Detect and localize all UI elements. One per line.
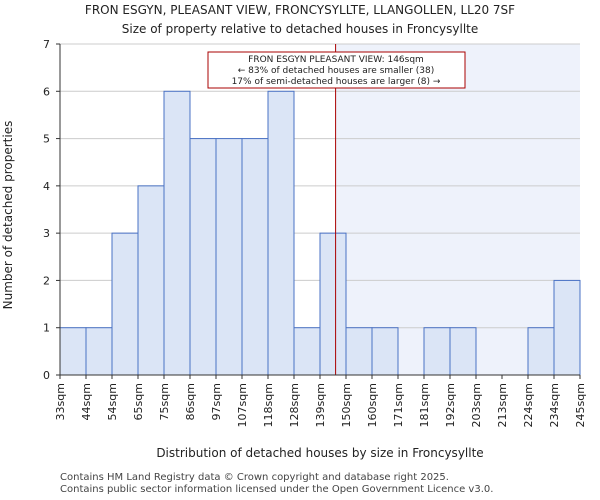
footer-copyright: Contains HM Land Registry data © Crown c… [60, 472, 449, 483]
x-tick-label-139sqm: 139sqm [314, 383, 327, 427]
annotation-line3: 17% of semi-detached houses are larger (… [232, 77, 441, 87]
x-tick-label-128sqm: 128sqm [288, 383, 301, 427]
y-tick-label-5: 5 [43, 133, 50, 146]
x-tick-label-75sqm: 75sqm [158, 383, 171, 420]
footer-licence: Contains public sector information licen… [60, 484, 494, 495]
x-tick-label-97sqm: 97sqm [210, 383, 223, 420]
x-axis-label: Distribution of detached houses by size … [156, 446, 483, 460]
x-tick-label-160sqm: 160sqm [366, 383, 379, 427]
x-tick-label-192sqm: 192sqm [444, 383, 457, 427]
bar-75sqm [163, 90, 191, 376]
y-tick-label-4: 4 [43, 180, 50, 193]
larger-properties-region [335, 44, 580, 375]
x-tick-label-86sqm: 86sqm [184, 383, 197, 420]
bar-107sqm [241, 138, 269, 376]
chart-title-line1: FRON ESGYN, PLEASANT VIEW, FRONCYSYLLTE,… [85, 3, 515, 17]
y-axis-label: Number of detached properties [1, 121, 15, 310]
bar-234sqm [553, 279, 581, 376]
x-tick-label-54sqm: 54sqm [106, 383, 119, 420]
x-tick-label-33sqm: 33sqm [54, 383, 67, 420]
bars-layer [59, 90, 581, 376]
x-tick-label-245sqm: 245sqm [574, 383, 587, 427]
y-tick-label-2: 2 [43, 274, 50, 287]
bar-192sqm [449, 327, 477, 376]
bar-139sqm [319, 232, 347, 376]
bar-33sqm [59, 327, 87, 376]
x-tick-label-171sqm: 171sqm [392, 383, 405, 427]
x-tick-label-118sqm: 118sqm [262, 383, 275, 427]
bar-128sqm [293, 327, 321, 376]
bar-97sqm [215, 138, 243, 376]
x-tick-label-150sqm: 150sqm [340, 383, 353, 427]
x-tick-label-224sqm: 224sqm [522, 383, 535, 427]
bar-150sqm [345, 327, 373, 376]
x-tick-label-213sqm: 213sqm [496, 383, 509, 427]
x-tick-label-203sqm: 203sqm [470, 383, 483, 427]
y-tick-label-1: 1 [43, 322, 50, 335]
chart-title-line2: Size of property relative to detached ho… [122, 22, 479, 36]
annotation-box: FRON ESGYN PLEASANT VIEW: 146sqm ← 83% o… [207, 51, 466, 89]
y-tick-label-0: 0 [43, 369, 50, 382]
bar-44sqm [85, 327, 113, 376]
x-tick-labels: 33sqm 44sqm 54sqm 65sqm 75sqm 86sqm 97sqm 107sq… [54, 375, 587, 427]
bar-181sqm [423, 327, 451, 376]
bar-160sqm [371, 327, 399, 376]
bar-54sqm [111, 232, 139, 376]
annotation-border [207, 51, 466, 89]
y-tick-label-3: 3 [43, 227, 50, 240]
annotation-line1: FRON ESGYN PLEASANT VIEW: 146sqm [248, 55, 424, 65]
x-tick-label-44sqm: 44sqm [80, 383, 93, 420]
y-tick-label-6: 6 [43, 85, 50, 98]
bar-118sqm [267, 90, 295, 376]
x-tick-label-65sqm: 65sqm [132, 383, 145, 420]
x-tick-label-107sqm: 107sqm [236, 383, 249, 427]
x-tick-label-181sqm: 181sqm [418, 383, 431, 427]
bar-65sqm [137, 185, 165, 376]
y-tick-labels: 0 1 2 3 4 5 6 7 [43, 38, 60, 382]
bar-224sqm [527, 327, 555, 376]
annotation-line2: ← 83% of detached houses are smaller (38… [238, 66, 435, 76]
bar-86sqm [189, 138, 217, 376]
y-tick-label-7: 7 [43, 38, 50, 51]
x-tick-label-234sqm: 234sqm [548, 383, 561, 427]
